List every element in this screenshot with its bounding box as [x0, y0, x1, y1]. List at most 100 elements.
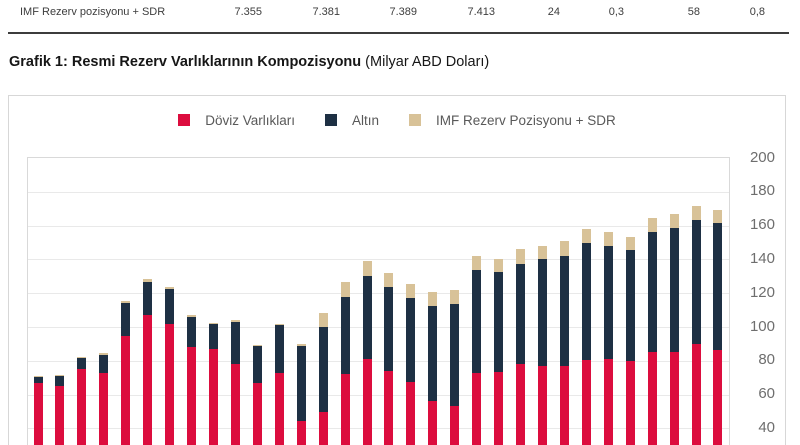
- segment-gold: [208, 324, 218, 349]
- segment-gold: [121, 303, 131, 337]
- bar-stack-8: [187, 315, 197, 445]
- segment-fx: [340, 374, 350, 445]
- bar-stack-30: [669, 213, 679, 445]
- segment-imf-sdr: [428, 292, 438, 306]
- segment-fx: [713, 349, 723, 445]
- segment-imf-sdr: [33, 376, 43, 377]
- segment-imf-sdr: [603, 232, 613, 246]
- gridline-60: [28, 394, 729, 396]
- bar-stack-18: [406, 283, 416, 445]
- bar-stack-5: [121, 300, 131, 445]
- bar-stack-25: [559, 240, 569, 445]
- segment-gold: [165, 288, 175, 325]
- bar-stack-29: [647, 218, 657, 445]
- segment-fx: [362, 359, 372, 445]
- bar-stack-3: [77, 356, 87, 445]
- segment-imf-sdr: [450, 289, 460, 305]
- segment-imf-sdr: [77, 356, 87, 359]
- bar-stack-2: [55, 375, 65, 445]
- table-row-label: IMF Rezerv pozisyonu + SDR: [20, 6, 166, 18]
- segment-fx: [384, 370, 394, 445]
- bar-stack-9: [208, 322, 218, 445]
- gridline-80: [28, 360, 729, 362]
- ytick-label-80: 80: [758, 351, 775, 369]
- segment-fx: [472, 373, 482, 445]
- ytick-label-180: 180: [749, 182, 775, 200]
- segment-imf-sdr: [340, 282, 350, 297]
- segment-gold: [603, 245, 613, 360]
- segment-imf-sdr: [669, 213, 679, 229]
- segment-gold: [406, 298, 416, 382]
- bar-stack-24: [538, 245, 547, 445]
- segment-fx: [318, 412, 328, 445]
- segment-imf-sdr: [362, 261, 372, 277]
- table-row: IMF Rezerv pozisyonu + SDR 7.355 7.381 7…: [0, 2, 800, 22]
- segment-imf-sdr: [647, 218, 657, 232]
- segment-fx: [274, 372, 284, 445]
- ytick-label-40: 40: [758, 418, 775, 436]
- segment-gold: [516, 263, 526, 365]
- legend-item-imf-sdr: IMF Rezerv Pozisyonu + SDR: [409, 113, 616, 128]
- segment-fx: [187, 347, 197, 445]
- segment-imf-sdr: [559, 240, 569, 257]
- segment-imf-sdr: [581, 228, 591, 244]
- segment-gold: [296, 345, 306, 421]
- segment-gold: [559, 256, 569, 366]
- segment-imf-sdr: [55, 375, 65, 377]
- legend-item-fx: Döviz Varlıkları: [178, 113, 295, 128]
- bar-stack-20: [450, 289, 460, 445]
- segment-imf-sdr: [516, 249, 526, 264]
- table-cell-4: 7.413: [467, 6, 495, 18]
- segment-gold: [472, 270, 482, 374]
- segment-fx: [669, 351, 679, 445]
- bar-stack-26: [581, 228, 591, 445]
- legend-label-fx: Döviz Varlıkları: [205, 112, 296, 128]
- ytick-label-140: 140: [749, 249, 775, 267]
- segment-imf-sdr: [318, 312, 328, 327]
- segment-imf-sdr: [274, 323, 284, 326]
- bar-stack-17: [384, 272, 394, 445]
- segment-imf-sdr: [165, 287, 175, 289]
- segment-fx: [230, 364, 240, 445]
- bar-stack-14: [318, 312, 328, 445]
- bar-stack-11: [252, 344, 262, 445]
- segment-gold: [55, 376, 65, 387]
- segment-fx: [625, 360, 635, 445]
- segment-gold: [669, 228, 679, 352]
- segment-gold: [187, 316, 197, 348]
- segment-gold: [428, 305, 438, 401]
- segment-imf-sdr: [187, 315, 197, 317]
- segment-fx: [208, 348, 218, 445]
- segment-fx: [143, 315, 153, 445]
- segment-gold: [33, 376, 43, 383]
- segment-gold: [340, 296, 350, 375]
- segment-gold: [143, 282, 153, 316]
- segment-gold: [647, 231, 657, 352]
- table-cell-2: 7.381: [312, 6, 340, 18]
- bar-stack-6: [143, 278, 153, 445]
- segment-gold: [384, 287, 394, 371]
- segment-imf-sdr: [143, 278, 153, 283]
- segment-fx: [406, 381, 416, 445]
- bar-stack-13: [296, 343, 306, 445]
- segment-fx: [252, 382, 262, 445]
- segment-imf-sdr: [713, 210, 723, 224]
- segment-gold: [252, 346, 262, 383]
- table-cell-6: 0,3: [608, 6, 624, 18]
- segment-fx: [581, 359, 591, 445]
- bar-stack-21: [472, 256, 482, 445]
- bar-stack-1: [33, 376, 43, 445]
- bar-stack-32: [713, 210, 723, 445]
- segment-gold: [362, 276, 372, 360]
- legend-label-imf-sdr: IMF Rezerv Pozisyonu + SDR: [436, 112, 616, 128]
- segment-imf-sdr: [384, 272, 394, 288]
- gridline-100: [28, 327, 729, 328]
- segment-gold: [99, 354, 109, 373]
- bar-stack-28: [625, 237, 635, 445]
- segment-fx: [538, 365, 547, 445]
- segment-fx: [296, 420, 306, 445]
- segment-fx: [121, 336, 131, 445]
- segment-fx: [494, 371, 504, 445]
- bar-stack-10: [230, 320, 240, 445]
